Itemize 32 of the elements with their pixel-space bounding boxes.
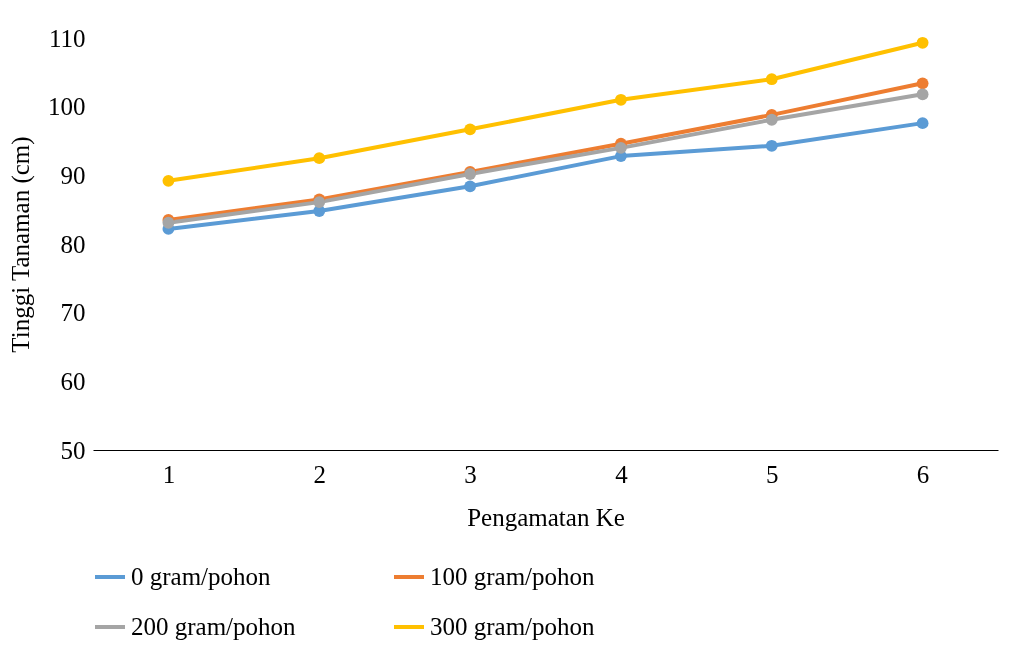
y-tick-label: 50 (60, 436, 86, 464)
point (765, 113, 778, 126)
point (916, 36, 929, 49)
x-tick-label: 3 (464, 460, 477, 488)
point (464, 123, 476, 136)
x-axis-title: Pengamatan Ke (467, 503, 625, 531)
legend-label: 300 gram/pohon (430, 613, 596, 640)
x-tick-label: 4 (615, 460, 629, 488)
legend-label: 200 gram/pohon (131, 613, 297, 640)
point (313, 152, 326, 165)
point (464, 180, 476, 193)
point (916, 77, 929, 90)
point (615, 141, 627, 154)
x-tick-label: 1 (162, 460, 176, 488)
x-tick-label: 6 (916, 460, 930, 488)
point (765, 139, 778, 152)
point (916, 88, 929, 101)
point (765, 73, 778, 86)
y-tick-label: 100 (48, 93, 86, 121)
y-tick-label: 90 (60, 161, 86, 189)
y-tick-label: 60 (60, 367, 86, 395)
point (916, 117, 929, 130)
legend-label: 100 gram/pohon (430, 563, 596, 590)
y-axis-title: Tinggi Tanaman (cm) (7, 136, 35, 353)
x-tick-label: 5 (766, 460, 779, 488)
y-tick-label: 80 (60, 230, 86, 258)
point (162, 174, 175, 187)
x-tick-label: 2 (313, 460, 326, 488)
y-tick-label: 70 (60, 299, 86, 327)
point (615, 93, 627, 106)
legend-label: 0 gram/pohon (131, 563, 272, 590)
y-tick-label: 110 (48, 24, 86, 52)
